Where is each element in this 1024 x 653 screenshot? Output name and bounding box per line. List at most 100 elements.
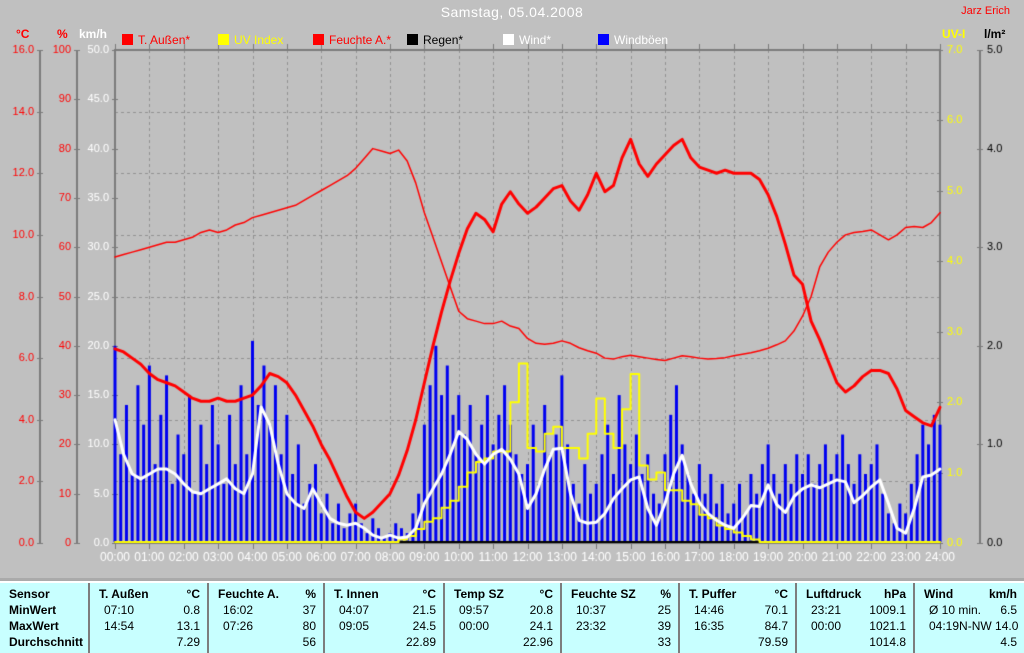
legend-label: UV Index (234, 32, 284, 47)
max-value: 24.5 (412, 619, 436, 633)
min-value: 21.5 (412, 603, 436, 617)
sensor-column-wind: Wind km/h Ø 10 min. 6.5 04:19 N-NW 14.0 4.5 (913, 583, 1024, 653)
table-row: 09:57 20.8 (445, 602, 560, 618)
min-time: 04:07 (339, 603, 370, 617)
weather-chart-canvas (0, 0, 1024, 581)
sensor-unit: % (305, 587, 316, 601)
table-row: 4.5 (915, 634, 1024, 650)
table-row: 79.59 (680, 634, 795, 650)
row-label: MinWert (9, 603, 57, 617)
min-value: 70.1 (764, 603, 788, 617)
sensor-name: T. Außen (99, 587, 149, 601)
legend-swatch-icon (122, 34, 133, 46)
min-value: 20.8 (529, 603, 553, 617)
legend-label: Feuchte A.* (329, 32, 392, 47)
legend-item-5: Wind* (503, 31, 551, 47)
table-row: 04:07 21.5 (325, 602, 443, 618)
table-row: Durchschnitt (0, 634, 88, 650)
min-time: 07:10 (104, 603, 135, 617)
table-row: 04:19 N-NW 14.0 (915, 618, 1024, 634)
max-value: N-NW 14.0 (959, 619, 1019, 633)
legend-label: T. Außen* (138, 32, 191, 47)
table-row: 22.89 (325, 634, 443, 650)
max-time: 00:00 (459, 619, 490, 633)
table-row: 1014.8 (797, 634, 913, 650)
min-value: 37 (302, 603, 316, 617)
table-row: 23:21 1009.1 (797, 602, 913, 618)
table-row: 23:32 39 (562, 618, 678, 634)
sensor-unit: hPa (883, 587, 906, 601)
sensor-unit: °C (539, 587, 553, 601)
table-row: MinWert (0, 602, 88, 618)
table-row: 14:54 13.1 (90, 618, 207, 634)
legend-swatch-icon (218, 34, 229, 46)
table-row: 16:35 84.7 (680, 618, 795, 634)
max-value: 80 (302, 619, 316, 633)
min-time: 14:46 (694, 603, 725, 617)
max-time: 00:00 (811, 619, 842, 633)
table-row: 10:37 25 (562, 602, 678, 618)
table-row: 56 (209, 634, 323, 650)
min-time: 09:57 (459, 603, 490, 617)
sensor-unit: °C (186, 587, 200, 601)
table-row: 33 (562, 634, 678, 650)
sensor-summary-table: Sensor MinWert MaxWert Durchschnitt T. Außen… (0, 581, 1024, 653)
table-row: 07:26 80 (209, 618, 323, 634)
sensor-name: T. Puffer (689, 587, 737, 601)
sensor-unit: % (660, 587, 671, 601)
max-time: 07:26 (223, 619, 254, 633)
row-label: Sensor (9, 587, 50, 601)
table-row: 09:05 24.5 (325, 618, 443, 634)
legend-swatch-icon (598, 34, 609, 46)
sensor-column-temp-sz: Temp SZ °C 09:57 20.8 00:00 24.1 22.96 (443, 583, 560, 653)
table-row: 7.29 (90, 634, 207, 650)
min-value: 0.8 (183, 603, 200, 617)
row-label: MaxWert (9, 619, 59, 633)
avg-value: 4.5 (1000, 635, 1017, 649)
sensor-name: T. Innen (334, 587, 379, 601)
legend-item-3: Feuchte A.* (313, 31, 391, 47)
max-value: 39 (657, 619, 671, 633)
table-row: T. Außen °C (90, 586, 207, 602)
table-row: 00:00 1021.1 (797, 618, 913, 634)
sensor-unit: °C (422, 587, 436, 601)
min-value: 6.5 (1000, 603, 1017, 617)
axis-header-celsius: °C (16, 27, 30, 41)
avg-value: 22.89 (405, 635, 436, 649)
sensor-name: Wind (924, 587, 954, 601)
axis-header-percent: % (57, 27, 68, 41)
table-row-labels-column: Sensor MinWert MaxWert Durchschnitt (0, 583, 88, 653)
axis-header-kmh: km/h (79, 27, 108, 41)
max-value: 13.1 (176, 619, 200, 633)
max-time: 23:32 (576, 619, 607, 633)
sensor-column-t-puffer: T. Puffer °C 14:46 70.1 16:35 84.7 79.59 (678, 583, 795, 653)
legend-item-6: Windböen (598, 31, 668, 47)
legend-label: Wind* (519, 32, 552, 47)
max-time: 16:35 (694, 619, 725, 633)
sensor-name: Luftdruck (806, 587, 862, 601)
table-row: T. Puffer °C (680, 586, 795, 602)
max-value: 1021.1 (869, 619, 906, 633)
axis-header-uv-index: UV-I (942, 27, 966, 41)
table-row: T. Innen °C (325, 586, 443, 602)
table-row: Ø 10 min. 6.5 (915, 602, 1024, 618)
table-row: Feuchte SZ% (562, 586, 678, 602)
sensor-column-feuchte-a-: Feuchte A.% 16:02 37 07:26 80 56 (207, 583, 323, 653)
table-row: 07:10 0.8 (90, 602, 207, 618)
min-time: 23:21 (811, 603, 842, 617)
sensor-column-t-innen: T. Innen °C 04:07 21.5 09:05 24.5 22.89 (323, 583, 443, 653)
max-time: 04:19 (929, 619, 960, 633)
legend-swatch-icon (407, 34, 418, 46)
min-time: 16:02 (223, 603, 254, 617)
avg-value: 56 (302, 635, 316, 649)
legend-swatch-icon (503, 34, 514, 46)
avg-value: 1014.8 (869, 635, 906, 649)
avg-value: 7.29 (176, 635, 200, 649)
sensor-name: Temp SZ (454, 587, 504, 601)
chart-legend: T. Außen* UV Index Feuchte A.* Regen* Wind* W… (0, 0, 1024, 47)
page-title: Samstag, 05.04.2008 (440, 4, 584, 20)
sensor-column-feuchte-sz: Feuchte SZ% 10:37 25 23:32 39 33 (560, 583, 678, 653)
min-time: Ø 10 min. (929, 603, 982, 617)
legend-label: Regen* (423, 32, 464, 47)
table-row: 22.96 (445, 634, 560, 650)
